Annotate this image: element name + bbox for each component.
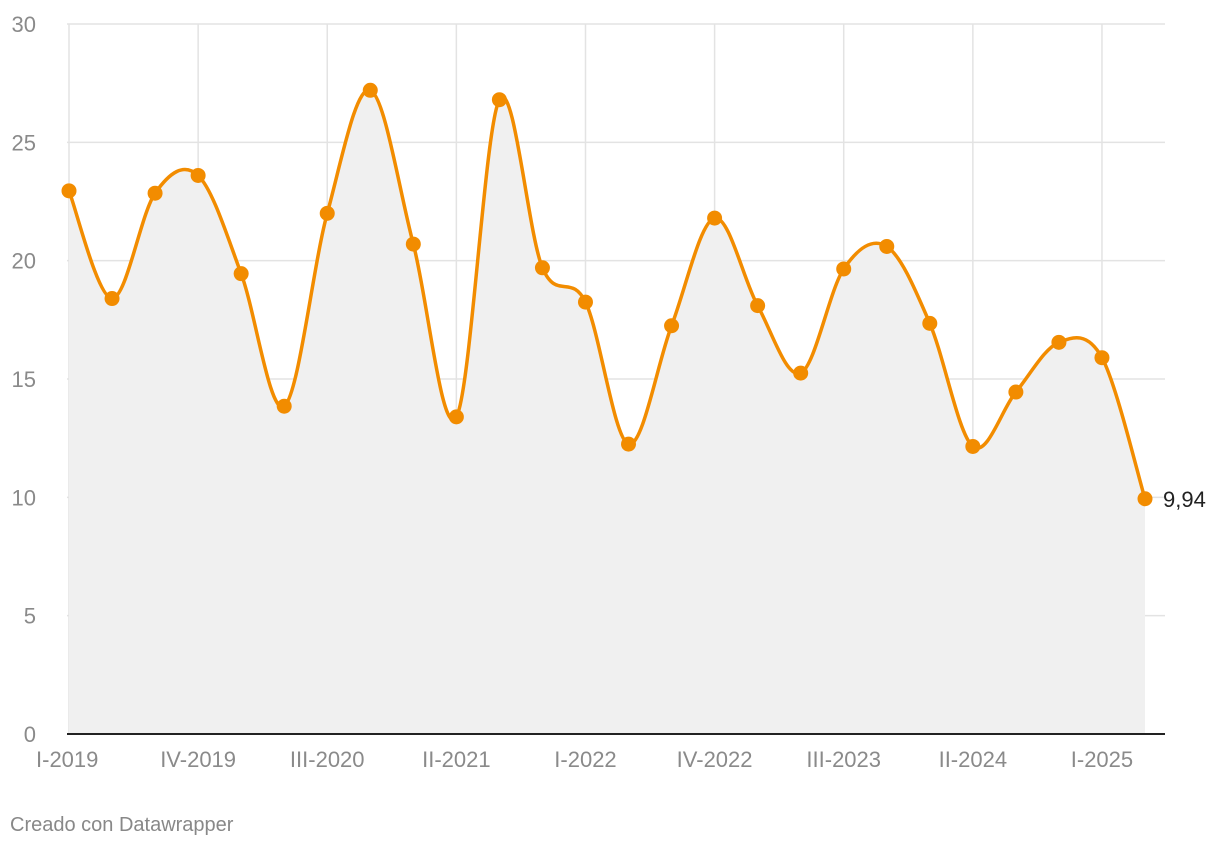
data-point-II-2025 bbox=[1137, 491, 1153, 507]
data-point-III-2023 bbox=[836, 261, 852, 277]
data-point-III-2019 bbox=[147, 185, 163, 201]
area-fill bbox=[69, 90, 1145, 734]
data-point-IV-2024 bbox=[1051, 334, 1067, 350]
y-tick-label: 0 bbox=[24, 722, 36, 747]
x-tick-label: III-2020 bbox=[290, 747, 365, 772]
data-point-III-2020 bbox=[319, 205, 335, 221]
data-point-III-2021 bbox=[491, 92, 507, 108]
data-point-I-2021 bbox=[405, 236, 421, 252]
last-value-label: 9,94 bbox=[1163, 487, 1206, 512]
data-point-IV-2020 bbox=[362, 82, 378, 98]
datawrapper-credit: Creado con Datawrapper bbox=[10, 814, 234, 836]
series-line bbox=[67, 88, 1147, 500]
y-axis-tick-labels: 0 5 10 15 20 25 30 bbox=[12, 12, 36, 747]
data-point-II-2022 bbox=[621, 436, 637, 452]
x-tick-label: IV-2019 bbox=[160, 747, 236, 772]
data-point-II-2019 bbox=[104, 291, 120, 307]
y-tick-label: 20 bbox=[12, 249, 36, 274]
data-point-I-2024 bbox=[922, 315, 938, 331]
y-tick-label: 30 bbox=[12, 12, 36, 37]
x-tick-label: I-2022 bbox=[554, 747, 616, 772]
x-tick-label: IV-2022 bbox=[677, 747, 753, 772]
data-point-IV-2021 bbox=[534, 260, 550, 276]
data-point-I-2023 bbox=[750, 298, 766, 314]
x-tick-label: II-2024 bbox=[939, 747, 1008, 772]
y-tick-label: 15 bbox=[12, 367, 36, 392]
x-tick-label: III-2023 bbox=[806, 747, 881, 772]
data-point-II-2024 bbox=[965, 438, 981, 454]
data-point-I-2020 bbox=[233, 266, 249, 282]
data-point-IV-2019 bbox=[190, 167, 206, 183]
x-tick-label: I-2019 bbox=[36, 747, 98, 772]
data-point-IV-2023 bbox=[879, 238, 895, 254]
data-point-III-2022 bbox=[664, 318, 680, 334]
data-point-IV-2022 bbox=[707, 210, 723, 226]
data-point-I-2019 bbox=[61, 183, 77, 199]
y-tick-label: 5 bbox=[24, 604, 36, 629]
area-line-chart: 0 5 10 15 20 25 30 I-2019 IV-2019 III-2020 II-202… bbox=[12, 12, 1206, 772]
y-tick-label: 10 bbox=[12, 485, 36, 510]
y-tick-label: 25 bbox=[12, 130, 36, 155]
x-tick-label: I-2025 bbox=[1071, 747, 1133, 772]
data-point-I-2025 bbox=[1094, 350, 1110, 366]
data-point-II-2020 bbox=[276, 398, 292, 414]
x-axis-tick-labels: I-2019 IV-2019 III-2020 II-2021 I-2022 IV-202… bbox=[36, 747, 1133, 772]
data-point-III-2024 bbox=[1008, 384, 1024, 400]
x-tick-label: II-2021 bbox=[422, 747, 491, 772]
data-point-II-2021 bbox=[448, 409, 464, 425]
data-point-I-2022 bbox=[577, 294, 593, 310]
data-points bbox=[61, 82, 1153, 507]
data-point-II-2023 bbox=[793, 365, 809, 381]
